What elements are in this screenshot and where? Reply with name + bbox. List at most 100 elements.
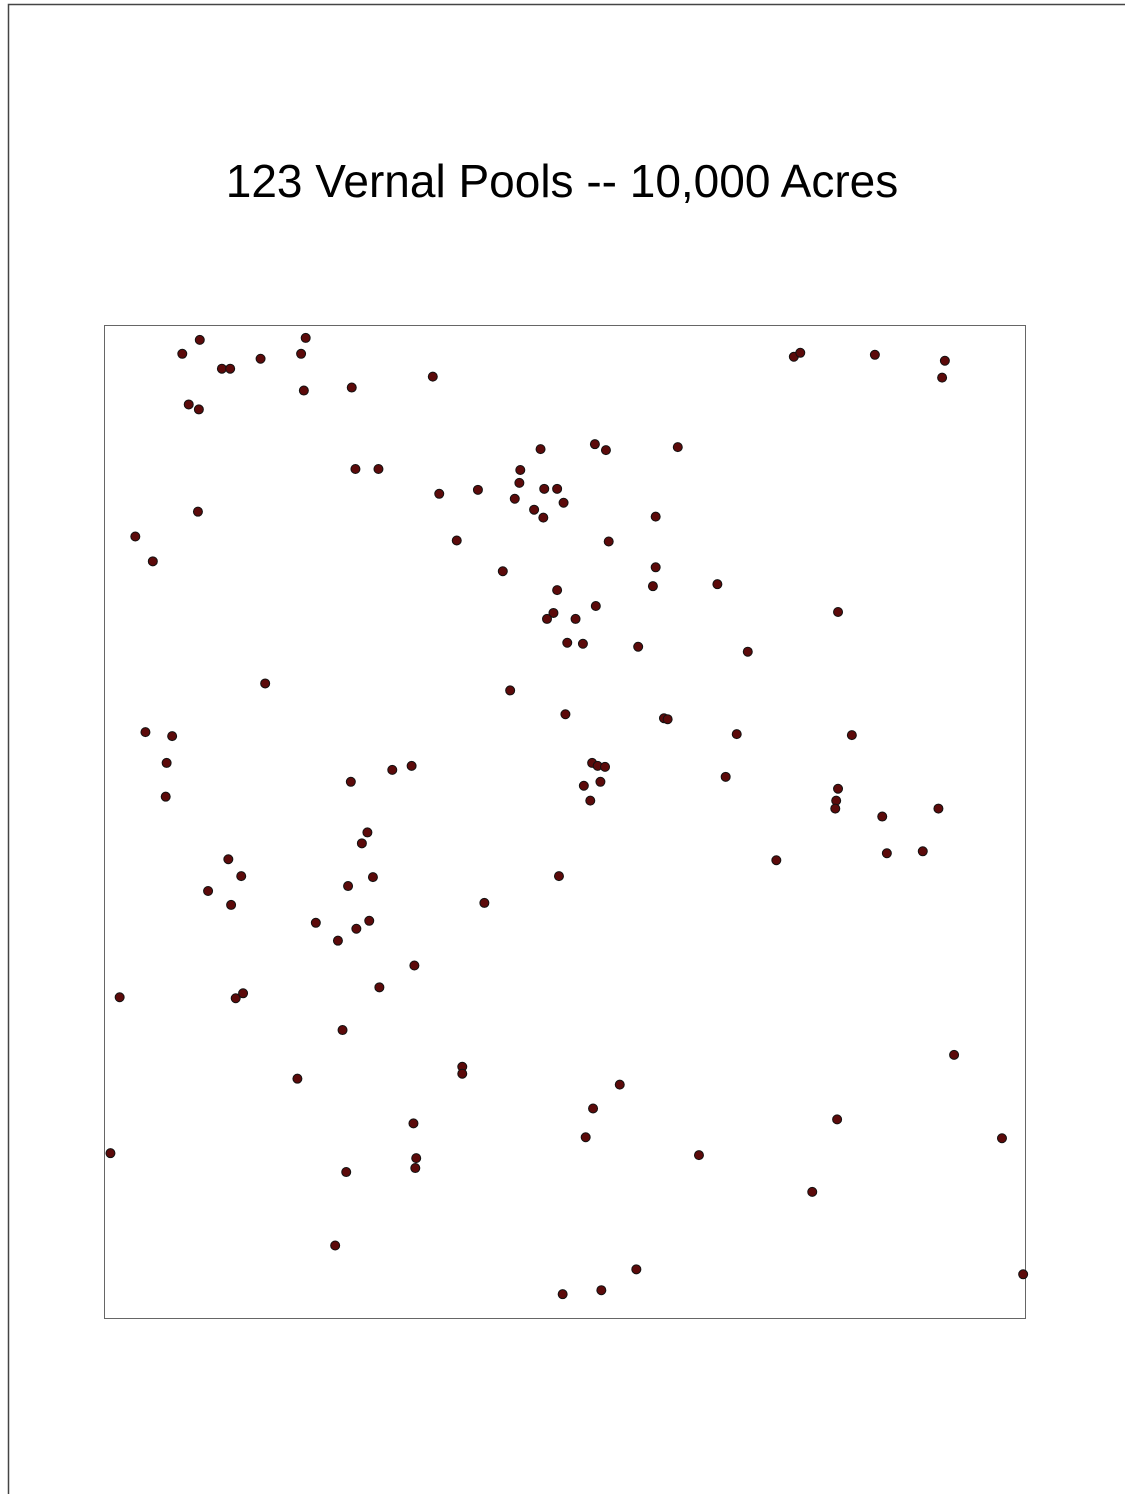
- pool-point: [869, 349, 880, 360]
- pool-point: [226, 899, 237, 910]
- pool-point: [588, 1103, 599, 1114]
- pool-point: [260, 678, 271, 689]
- pool-point: [514, 477, 525, 488]
- pool-point: [600, 445, 611, 456]
- pool-point: [223, 854, 234, 865]
- pool-point: [292, 1073, 303, 1084]
- pool-point: [917, 846, 928, 857]
- pool-point: [535, 444, 546, 455]
- pool-point: [350, 463, 361, 474]
- pool-point: [881, 848, 892, 859]
- pool-point: [771, 855, 782, 866]
- pool-point: [255, 353, 266, 364]
- pool-point: [236, 871, 247, 882]
- pool-point: [553, 871, 564, 882]
- pool-point: [337, 1025, 348, 1036]
- pool-point: [406, 760, 417, 771]
- pool-point: [457, 1068, 468, 1079]
- pool-point: [529, 504, 540, 515]
- pool-point: [832, 1114, 843, 1125]
- pool-point: [720, 771, 731, 782]
- pool-point: [410, 1163, 421, 1174]
- pool-point: [332, 935, 343, 946]
- pool-point: [562, 637, 573, 648]
- pool-point: [585, 795, 596, 806]
- pool-point: [662, 714, 673, 725]
- pool-point: [330, 1240, 341, 1251]
- pool-point: [807, 1186, 818, 1197]
- pool-point: [650, 511, 661, 522]
- pool-point: [731, 729, 742, 740]
- pool-point: [300, 332, 311, 343]
- pool-point: [147, 556, 158, 567]
- pool-point: [693, 1150, 704, 1161]
- pool-point: [577, 638, 588, 649]
- pool-point: [742, 646, 753, 657]
- pool-point: [996, 1133, 1007, 1144]
- pool-point: [830, 803, 841, 814]
- pool-point: [600, 761, 611, 772]
- pool-point: [130, 531, 141, 542]
- page-border: [7, 3, 1125, 1494]
- pool-point: [362, 827, 373, 838]
- pool-point: [578, 780, 589, 791]
- pool-point: [140, 727, 151, 738]
- pool-point: [589, 439, 600, 450]
- pool-point: [346, 382, 357, 393]
- pool-point: [603, 536, 614, 547]
- pool-point: [596, 1285, 607, 1296]
- pool-point: [595, 776, 606, 787]
- pool-point: [542, 613, 553, 624]
- pool-point: [160, 791, 171, 802]
- pool-point: [580, 1132, 591, 1143]
- pool-point: [937, 372, 948, 383]
- pool-point: [479, 897, 490, 908]
- pool-point: [509, 493, 520, 504]
- pool-point: [647, 581, 658, 592]
- pool-point: [105, 1148, 116, 1159]
- pool-point: [298, 385, 309, 396]
- pool-point: [409, 960, 420, 971]
- pool-point: [539, 483, 550, 494]
- pool-point: [451, 535, 462, 546]
- pool-point: [238, 988, 249, 999]
- pool-point: [341, 1167, 352, 1178]
- pool-point: [631, 1264, 642, 1275]
- pool-point: [515, 464, 526, 475]
- pool-point: [949, 1049, 960, 1060]
- pool-point: [558, 497, 569, 508]
- pool-point: [183, 399, 194, 410]
- pool-point: [296, 348, 307, 359]
- pool-point: [1018, 1269, 1029, 1280]
- pool-point: [427, 371, 438, 382]
- pool-point: [167, 731, 178, 742]
- pool-point: [505, 685, 516, 696]
- pool-point: [552, 483, 563, 494]
- pool-point: [367, 872, 378, 883]
- pool-point: [177, 348, 188, 359]
- pool-point: [434, 488, 445, 499]
- pool-point: [310, 917, 321, 928]
- pool-point: [364, 915, 375, 926]
- pool-point: [230, 993, 241, 1004]
- pool-point: [560, 709, 571, 720]
- pool-point: [795, 347, 806, 358]
- pool-point: [552, 585, 563, 596]
- pool-point: [650, 562, 661, 573]
- pool-point: [225, 363, 236, 374]
- chart-title: 123 Vernal Pools -- 10,000 Acres: [226, 155, 899, 207]
- pool-point: [877, 811, 888, 822]
- pool-point: [538, 512, 549, 523]
- pool-point: [672, 442, 683, 453]
- pool-point: [570, 613, 581, 624]
- pool-point: [343, 881, 354, 892]
- pool-point: [614, 1079, 625, 1090]
- pool-point: [472, 484, 483, 495]
- pool-point: [557, 1289, 568, 1300]
- pool-point: [351, 923, 362, 934]
- pool-point: [633, 641, 644, 652]
- pool-point: [497, 566, 508, 577]
- pool-point: [833, 606, 844, 617]
- pool-point: [374, 982, 385, 993]
